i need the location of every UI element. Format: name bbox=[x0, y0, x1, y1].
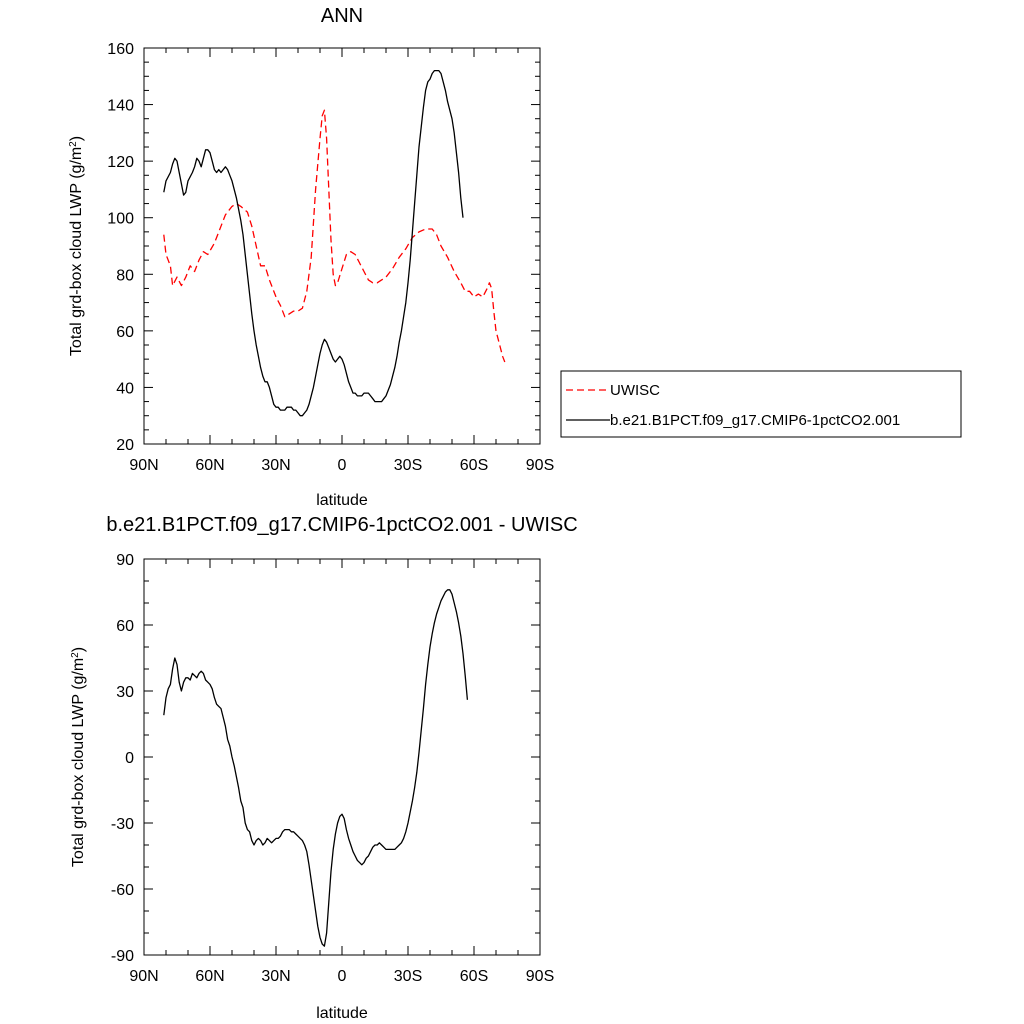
x-ticks: 90N 60N 30N 0 30S 60S 90S bbox=[129, 559, 554, 985]
x-tick-label: 60N bbox=[195, 968, 224, 985]
y-tick-label: 60 bbox=[116, 618, 134, 635]
y-ticks: -90 -60 -30 0 30 60 90 bbox=[111, 552, 540, 965]
bottom-panel: b.e21.B1PCT.f09_g17.CMIP6-1pctCO2.001 - … bbox=[70, 514, 578, 1022]
top-panel-marks bbox=[163, 69, 506, 417]
chart-title: ANN bbox=[321, 5, 363, 27]
y-ticks: 20 40 60 80 100 120 140 160 bbox=[107, 41, 540, 454]
x-tick-label: 90N bbox=[129, 968, 158, 985]
series-line-uwisc bbox=[163, 109, 506, 363]
y-tick-label: 40 bbox=[116, 380, 134, 397]
bottom-panel-marks bbox=[163, 589, 469, 947]
legend: UWISC b.e21.B1PCT.f09_g17.CMIP6-1pctCO2.… bbox=[560, 370, 962, 438]
x-tick-label: 60S bbox=[460, 968, 488, 985]
y-tick-label: 0 bbox=[125, 750, 134, 767]
y-tick-label: 120 bbox=[107, 154, 134, 171]
legend-box bbox=[560, 370, 962, 438]
x-axis-label: latitude bbox=[316, 492, 368, 509]
x-tick-label: 30S bbox=[394, 457, 422, 474]
y-tick-label: 160 bbox=[107, 41, 134, 58]
y-axis-label-main: Total grd-box cloud LWP (g/m bbox=[68, 147, 85, 356]
x-tick-label: 60S bbox=[460, 457, 488, 474]
y-tick-label: 140 bbox=[107, 98, 134, 115]
y-tick-label: 60 bbox=[116, 324, 134, 341]
x-tick-label: 0 bbox=[338, 968, 347, 985]
y-axis-label: Total grd-box cloud LWP (g/m2) bbox=[68, 136, 86, 356]
legend-label-model: b.e21.B1PCT.f09_g17.CMIP6-1pctCO2.001 bbox=[610, 412, 900, 429]
legend-label-uwisc: UWISC bbox=[610, 382, 660, 399]
y-tick-label: 20 bbox=[116, 437, 134, 454]
y-axis-label-main: Total grd-box cloud LWP (g/m bbox=[70, 658, 87, 867]
y-tick-label: -30 bbox=[111, 816, 134, 833]
y-axis-label-sup: 2 bbox=[68, 141, 79, 147]
x-tick-label: 30N bbox=[261, 968, 290, 985]
x-tick-label: 0 bbox=[338, 457, 347, 474]
plot-frame bbox=[143, 47, 541, 445]
y-axis-label-sup: 2 bbox=[70, 652, 81, 658]
y-tick-label: -60 bbox=[111, 882, 134, 899]
x-axis-label: latitude bbox=[316, 1005, 368, 1022]
series-line-difference bbox=[163, 589, 469, 947]
y-tick-label: 30 bbox=[116, 684, 134, 701]
y-tick-label: 100 bbox=[107, 211, 134, 228]
plot-frame bbox=[143, 558, 541, 956]
x-tick-label: 90S bbox=[526, 968, 554, 985]
x-ticks: 90N 60N 30N 0 30S 60S 90S bbox=[129, 48, 554, 474]
x-tick-label: 30N bbox=[261, 457, 290, 474]
y-axis-label: Total grd-box cloud LWP (g/m2) bbox=[70, 647, 88, 867]
top-panel: ANN 90N 60N 30N 0 30S 60S 90S 20 40 60 80 100 120 14… bbox=[68, 5, 962, 509]
series-line-b-e21-b1pct-f09-g17-cmip6-1pctco2-001 bbox=[163, 69, 464, 417]
y-axis-label-tail: ) bbox=[70, 647, 87, 652]
x-tick-label: 90S bbox=[526, 457, 554, 474]
x-tick-label: 60N bbox=[195, 457, 224, 474]
y-tick-label: 80 bbox=[116, 267, 134, 284]
x-tick-label: 90N bbox=[129, 457, 158, 474]
y-tick-label: 90 bbox=[116, 552, 134, 569]
y-tick-label: -90 bbox=[111, 948, 134, 965]
y-axis-label-tail: ) bbox=[68, 136, 85, 141]
x-tick-label: 30S bbox=[394, 968, 422, 985]
chart-title: b.e21.B1PCT.f09_g17.CMIP6-1pctCO2.001 - … bbox=[106, 514, 577, 536]
